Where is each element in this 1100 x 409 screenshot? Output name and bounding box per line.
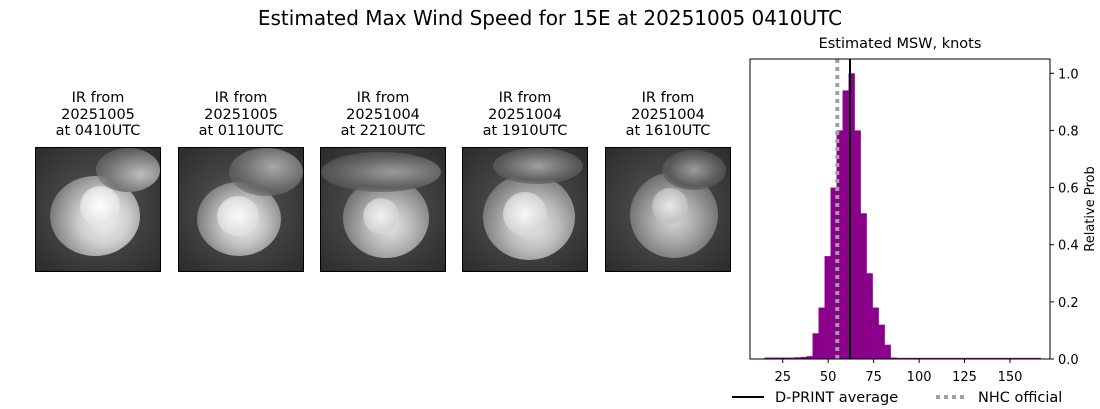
ir-satellite-image: [35, 147, 161, 272]
ir-title-line2: 20251005: [61, 106, 135, 123]
histogram-bar: [986, 357, 993, 359]
ir-title-line3: at 2210UTC: [340, 123, 426, 139]
y-axis-label: Relative Prob: [1083, 166, 1098, 251]
x-tick-label: 125: [952, 370, 977, 385]
histogram-bar: [926, 357, 933, 359]
ir-panel-title: IR from 20251005 at 0410UTC: [15, 90, 181, 140]
histogram-bar: [866, 273, 873, 359]
x-tick-label: 25: [774, 370, 791, 385]
x-tick-label: 50: [820, 370, 837, 385]
y-tick-label: 0.4: [1058, 239, 1079, 254]
y-tick-label: 0.6: [1058, 182, 1079, 197]
histogram-bar: [860, 213, 867, 359]
y-tick-label: 1.0: [1058, 67, 1079, 82]
histogram-bar: [884, 344, 891, 359]
histogram-bar: [944, 357, 951, 359]
histogram-bar: [950, 357, 957, 359]
histogram-bar: [788, 357, 795, 359]
histogram-bar: [800, 357, 807, 359]
histogram-bar: [770, 357, 777, 359]
histogram-bar: [974, 357, 981, 359]
histogram-bar: [1034, 357, 1041, 359]
histogram-bar: [998, 357, 1005, 359]
ir-satellite-image: [320, 147, 446, 272]
ir-title-line2: 20251004: [488, 106, 562, 123]
histogram-bar: [1022, 357, 1029, 359]
ir-satellite-image: [178, 147, 304, 272]
histogram-bar: [1004, 357, 1011, 359]
ir-title-line3: at 0410UTC: [55, 123, 141, 139]
ir-panel-title: IR from 20251004 at 1910UTC: [442, 90, 608, 140]
histogram-bar: [956, 357, 963, 359]
histogram-bar: [992, 357, 999, 359]
ir-title-line1: IR from: [498, 90, 552, 106]
ir-title-line3: at 0110UTC: [198, 123, 284, 139]
histogram-bar: [872, 307, 879, 359]
histogram-bar: [842, 90, 849, 359]
histogram-bar: [908, 357, 915, 359]
histogram-bar: [1010, 357, 1017, 359]
histogram-bar: [794, 357, 801, 359]
ir-title-line1: IR from: [71, 90, 125, 106]
figure-title: Estimated Max Wind Speed for 15E at 2025…: [257, 6, 843, 30]
histogram-bar: [914, 357, 921, 359]
ir-panel-title: IR from 20251005 at 0110UTC: [158, 90, 324, 140]
histogram-bar: [812, 333, 819, 359]
histogram-title: Estimated MSW, knots: [818, 36, 982, 52]
histogram-bar: [776, 357, 783, 359]
histogram-bar: [920, 357, 927, 359]
legend-nhc-label: NHC official: [978, 390, 1062, 406]
histogram-bar: [782, 357, 789, 359]
histogram-bar: [848, 73, 855, 360]
legend-dprint-label: D-PRINT average: [775, 390, 898, 406]
histogram-bar: [764, 357, 771, 359]
ir-title-line2: 20251005: [204, 106, 278, 123]
histogram-bar: [854, 130, 861, 359]
histogram-bar: [890, 357, 897, 359]
histogram-bar: [932, 357, 939, 359]
ir-title-line3: at 1910UTC: [482, 123, 568, 139]
histogram-bar: [824, 256, 831, 359]
x-axis-ticks: 25 50 75 100 125 150: [774, 359, 1022, 385]
histogram-bar: [1016, 357, 1023, 359]
ir-title-line2: 20251004: [346, 106, 420, 123]
histogram-bar: [1028, 357, 1035, 359]
y-tick-label: 0.8: [1058, 124, 1079, 139]
ir-title-line3: at 1610UTC: [625, 123, 711, 139]
histogram-bar: [980, 357, 987, 359]
ir-panel-title: IR from 20251004 at 1610UTC: [585, 90, 751, 140]
x-tick-label: 100: [907, 370, 932, 385]
histogram-bar: [836, 130, 843, 359]
histogram-bars: [764, 73, 1041, 360]
ir-title-line1: IR from: [214, 90, 268, 106]
y-tick-label: 0.2: [1058, 296, 1079, 311]
histogram-bar: [968, 357, 975, 359]
ir-title-line1: IR from: [641, 90, 695, 106]
ir-panel-title: IR from 20251004 at 2210UTC: [300, 90, 466, 140]
histogram-bar: [878, 324, 885, 359]
histogram-bar: [830, 187, 837, 359]
ir-satellite-image: [605, 147, 731, 272]
histogram-bar: [806, 356, 813, 359]
y-axis-ticks: 0.0 0.2 0.4 0.6 0.8 1.0: [1050, 67, 1079, 368]
x-tick-label: 150: [998, 370, 1023, 385]
ir-title-line1: IR from: [356, 90, 410, 106]
y-tick-label: 0.0: [1058, 353, 1079, 368]
histogram-bar: [902, 357, 909, 359]
histogram-bar: [896, 357, 903, 359]
histogram-bar: [818, 307, 825, 359]
histogram-bar: [962, 357, 969, 359]
x-tick-label: 75: [865, 370, 882, 385]
ir-title-line2: 20251004: [631, 106, 705, 123]
histogram-bar: [938, 357, 945, 359]
ir-satellite-image: [462, 147, 588, 272]
histogram-axes-frame: [749, 58, 1051, 360]
